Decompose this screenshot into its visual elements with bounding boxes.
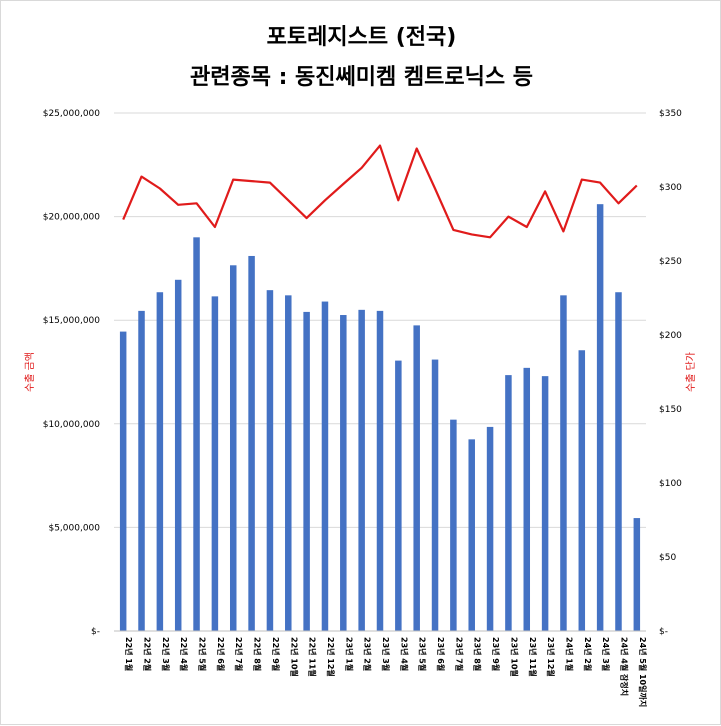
y-tick-label-right: $50 [659,553,676,563]
y-tick-label-left: $5,000,000 [48,523,100,533]
y-tick-label-right: $100 [659,479,682,489]
chart-title-line2: 관련종목 : 동진쎄미켐 켐트로닉스 등 [189,65,534,90]
bar [358,309,365,631]
x-tick-label: 22년 6월 [216,637,226,671]
line-series [122,144,638,239]
axes: $- $5,000,000 $10,000,000 $15,000,000 $20,00… [43,109,682,707]
x-tick-label: 23년 11월 [528,637,538,677]
bar [578,350,586,631]
bar [321,301,329,631]
x-tick-label: 23년 2월 [363,637,373,671]
x-tick-label: 23년 3월 [381,637,391,671]
bar [413,325,420,631]
bar [560,295,567,631]
y-tick-label-right: $250 [659,257,682,267]
bar [248,255,255,631]
x-tick-label: 22년 4월 [179,637,189,671]
bar [376,310,384,631]
x-tick-label: 23년 5월 [418,637,428,671]
bar [174,279,182,631]
x-tick-label: 24년 5월 10일까지 [638,637,648,707]
x-tick-label: 22년 11월 [308,637,318,677]
bar [468,439,475,631]
y-tick-label-right: $300 [659,183,682,193]
x-tick-label: 23년 6월 [436,637,446,671]
x-tick-label: 23년 9월 [491,637,501,671]
bar [541,376,549,631]
bar [266,290,274,631]
bar [615,292,622,631]
bar [505,375,512,631]
x-tick-label: 24년 1월 [564,637,574,671]
bar [156,292,164,631]
x-tick-label: 23년 12월 [546,637,556,677]
x-tick-label: 22년 7월 [234,637,244,671]
y-tick-label-left: $15,000,000 [43,316,101,326]
x-tick-label: 23년 4월 [399,637,409,671]
x-tick-label: 23년 8월 [473,637,483,671]
bar [303,311,310,631]
x-tick-label: 23년 7월 [454,637,464,671]
x-tick-label: 22년 3월 [161,637,171,671]
bar [229,265,237,631]
y-tick-label-left: $- [91,627,100,637]
x-tick-label: 22년 12월 [326,637,336,677]
bar [395,360,402,631]
bar [633,518,641,631]
bar [596,204,604,631]
x-tick-label: 22년 1월 [124,637,134,671]
y-tick-label-left: $20,000,000 [43,213,101,223]
bar [340,315,347,631]
x-tick-label: 24년 4월 잠정치 [619,637,629,696]
bar-series [119,204,641,631]
y-axis-label-left: 수출 금액 [24,352,36,392]
x-tick-label: 23년 1월 [344,637,354,671]
bar [193,237,200,631]
bar [211,296,219,631]
x-tick-label: 22년 2월 [143,637,153,671]
y-tick-label-left: $25,000,000 [43,109,101,119]
x-tick-label: 22년 10월 [289,637,299,677]
price-line [122,144,638,239]
x-tick-label: 23년 10월 [509,637,519,677]
bar [285,295,292,631]
x-tick-label: 24년 3월 [601,637,611,671]
bar [431,359,439,631]
y-tick-label-right: $150 [659,405,682,415]
y-tick-label-right: $350 [659,109,682,119]
y-tick-label-right: $- [659,627,668,637]
y-axis-label-right: 수출 단가 [685,352,697,392]
bar [486,426,494,631]
y-tick-label-left: $10,000,000 [43,420,101,430]
bar [523,367,531,631]
bar [450,419,457,631]
x-tick-label: 24년 2월 [583,637,593,671]
bar [119,331,127,631]
chart-title-line1: 포토레지스트 (전국) [266,25,457,50]
bar [138,310,145,631]
x-tick-label: 22년 8월 [253,637,263,671]
y-tick-label-right: $200 [659,331,682,341]
x-tick-label: 22년 5월 [198,637,208,671]
x-tick-label: 22년 9월 [271,637,281,671]
